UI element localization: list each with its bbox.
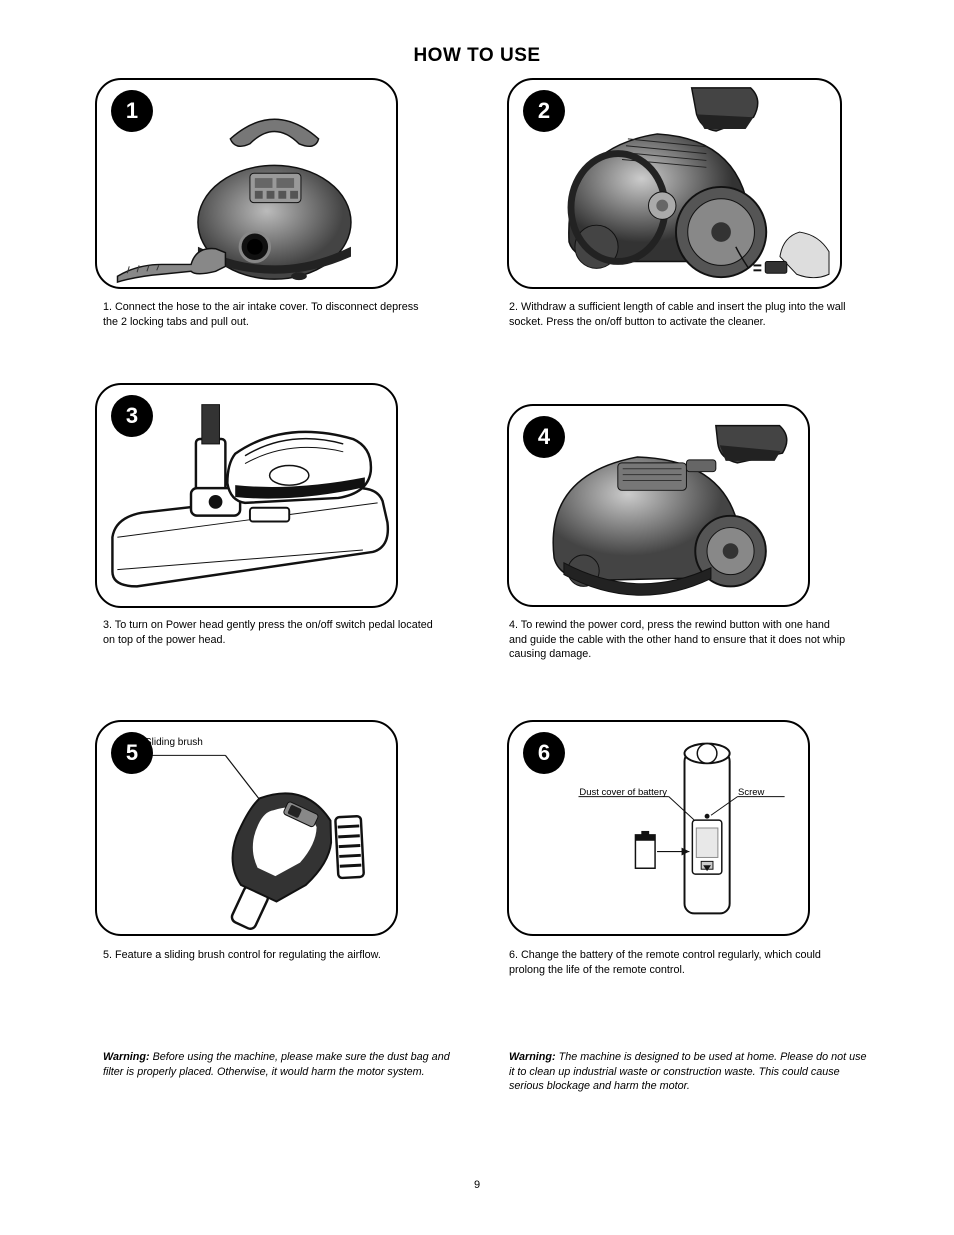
step-badge-5: 5	[111, 732, 153, 774]
step-badge-6: 6	[523, 732, 565, 774]
warning-label-2: Warning:	[509, 1051, 556, 1063]
step-badge-1: 1	[111, 90, 153, 132]
caption-4: 4. To rewind the power cord, press the r…	[509, 618, 849, 662]
panel-step-6: 6	[507, 720, 810, 936]
panel-step-5: 5	[95, 720, 398, 936]
warning-text-2: The machine is designed to be used at ho…	[509, 1051, 867, 1092]
step-badge-3: 3	[111, 395, 153, 437]
warning-2: Warning: The machine is designed to be u…	[509, 1050, 869, 1094]
caption-1: 1. Connect the hose to the air intake co…	[103, 300, 433, 329]
panel-step-2: 2	[507, 78, 842, 289]
caption-5: 5. Feature a sliding brush control for r…	[103, 948, 433, 963]
label-dust-cover: Dust cover of battery	[577, 787, 667, 798]
step-badge-2: 2	[523, 90, 565, 132]
caption-3: 3. To turn on Power head gently press th…	[103, 618, 433, 647]
warning-1: Warning: Before using the machine, pleas…	[103, 1050, 463, 1079]
page-number: 9	[0, 1179, 954, 1191]
panel-step-1: 1	[95, 78, 398, 289]
label-sliding-brush: Sliding brush	[145, 737, 203, 748]
warning-text-1: Before using the machine, please make su…	[103, 1051, 450, 1078]
warning-label-1: Warning:	[103, 1051, 150, 1063]
panel-step-3: 3	[95, 383, 398, 608]
page-title: HOW TO USE	[413, 45, 540, 67]
caption-6: 6. Change the battery of the remote cont…	[509, 948, 849, 977]
step-badge-4: 4	[523, 416, 565, 458]
panel-step-4: 4	[507, 404, 810, 607]
caption-2: 2. Withdraw a sufficient length of cable…	[509, 300, 849, 329]
label-screw: Screw	[738, 787, 764, 798]
